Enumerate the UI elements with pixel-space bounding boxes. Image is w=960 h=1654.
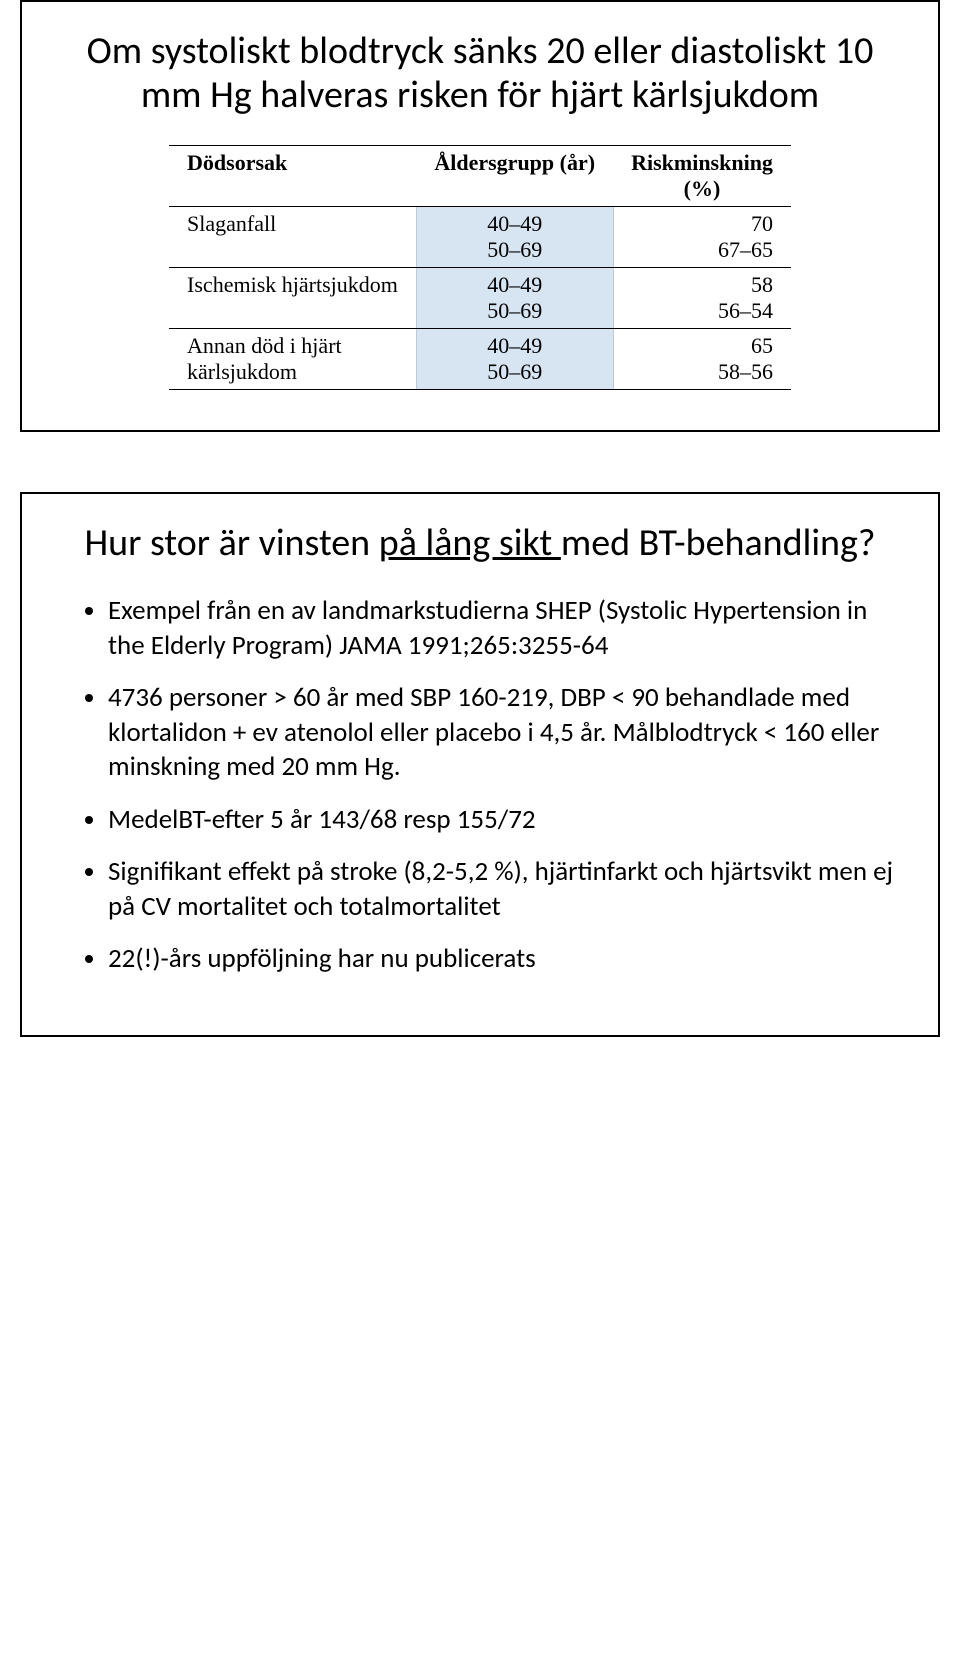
list-item: Signifikant effekt på stroke (8,2-5,2 %)… <box>108 855 898 924</box>
slide-2: Hur stor är vinsten på lång sikt med BT-… <box>20 492 940 1037</box>
table-row: Ischemisk hjärtsjukdom 40–49 50–69 58 56… <box>169 268 791 329</box>
cell-age: 40–49 50–69 <box>416 329 613 390</box>
cell-age: 40–49 50–69 <box>416 207 613 268</box>
risk-table-header-row: Dödsorsak Åldersgrupp (år) Riskminskning… <box>169 146 791 207</box>
risk-table: Dödsorsak Åldersgrupp (år) Riskminskning… <box>169 145 791 390</box>
header-risk-line2: (%) <box>684 176 721 201</box>
header-risk: Riskminskning (%) <box>613 146 791 207</box>
slide-1: Om systoliskt blodtryck sänks 20 eller d… <box>20 0 940 432</box>
slide-2-bullets: Exempel från en av landmarkstudierna SHE… <box>62 594 898 977</box>
cell-age: 40–49 50–69 <box>416 268 613 329</box>
cell-risk: 58 56–54 <box>613 268 791 329</box>
list-item: 22(!)-års uppföljning har nu publicerats <box>108 942 898 977</box>
list-item: 4736 personer > 60 år med SBP 160-219, D… <box>108 681 898 785</box>
table-row: Slaganfall 40–49 50–69 70 67–65 <box>169 207 791 268</box>
cell-cause: Annan död i hjärt kärlsjukdom <box>169 329 416 390</box>
list-item: MedelBT-efter 5 år 143/68 resp 155/72 <box>108 803 898 838</box>
table-row: Annan död i hjärt kärlsjukdom 40–49 50–6… <box>169 329 791 390</box>
header-cause: Dödsorsak <box>169 146 416 207</box>
cell-risk: 70 67–65 <box>613 207 791 268</box>
header-age: Åldersgrupp (år) <box>416 146 613 207</box>
header-risk-line1: Riskminskning <box>631 150 773 175</box>
cell-cause: Slaganfall <box>169 207 416 268</box>
cell-risk: 65 58–56 <box>613 329 791 390</box>
slide-1-title: Om systoliskt blodtryck sänks 20 eller d… <box>62 30 898 117</box>
list-item: Exempel från en av landmarkstudierna SHE… <box>108 594 898 663</box>
slide-2-title: Hur stor är vinsten på lång sikt med BT-… <box>62 522 898 566</box>
cell-cause: Ischemisk hjärtsjukdom <box>169 268 416 329</box>
